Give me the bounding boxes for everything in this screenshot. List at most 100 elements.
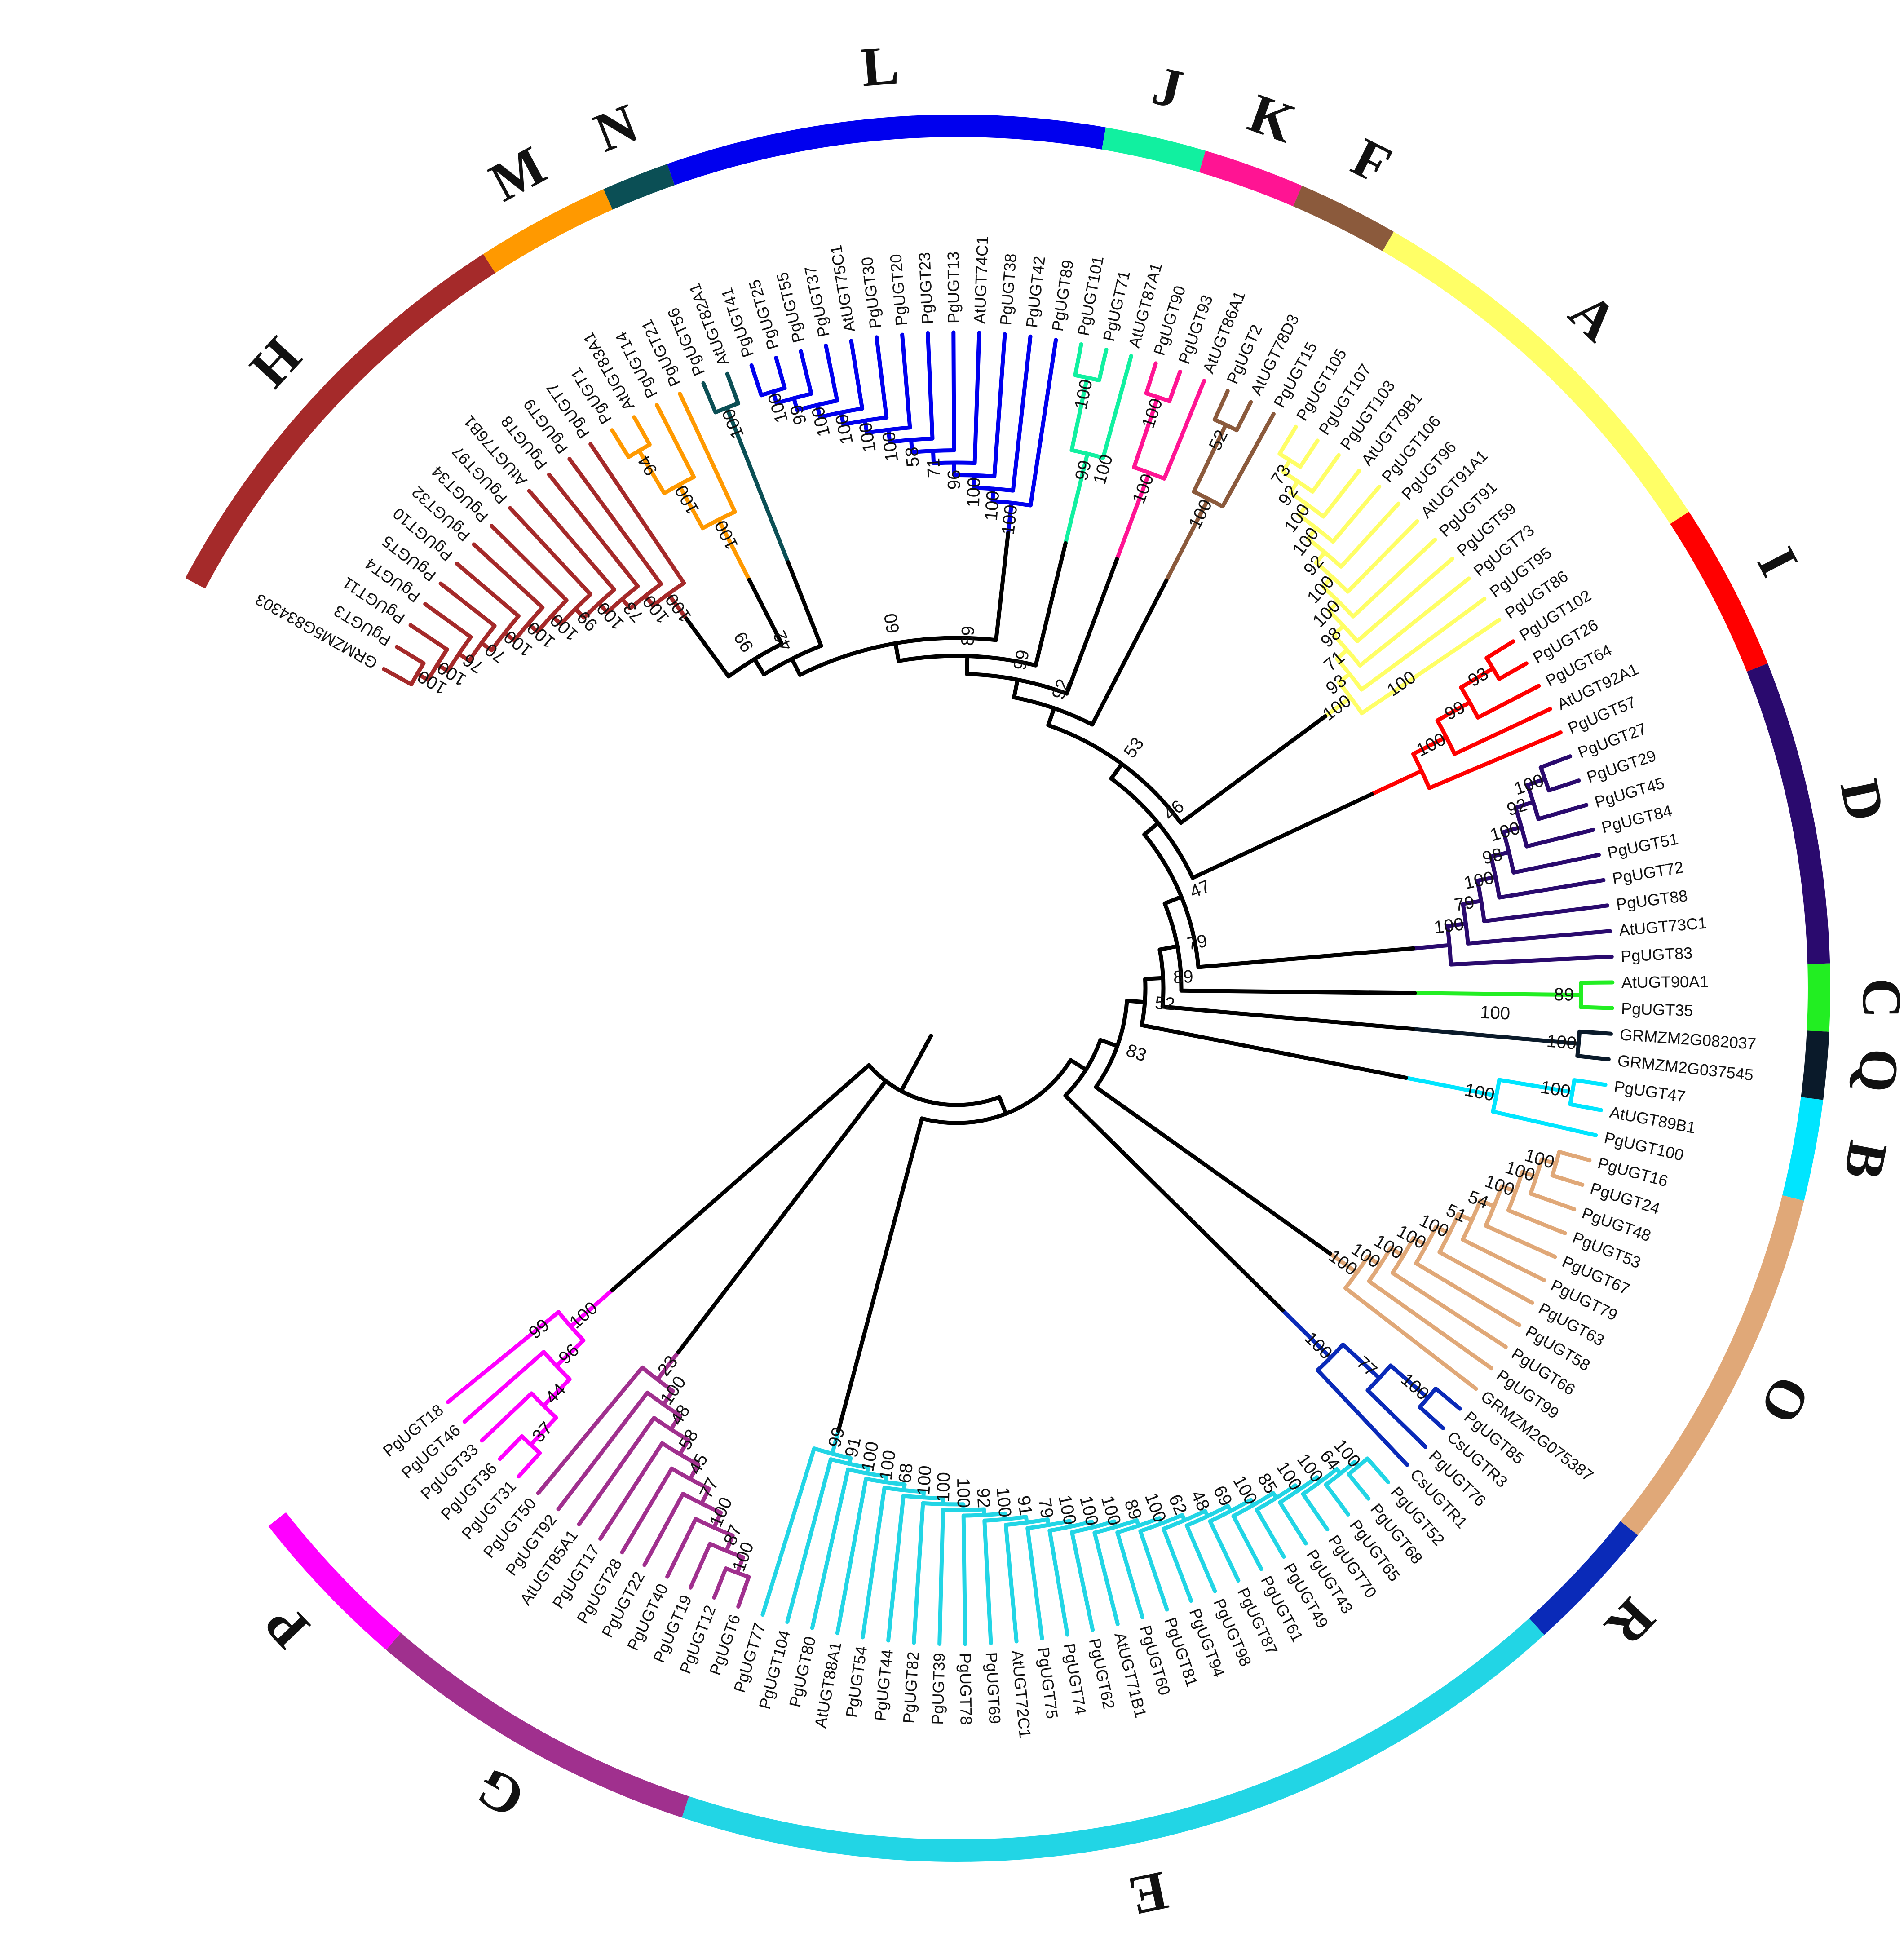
bootstrap-value: 93	[1465, 663, 1492, 691]
backbone-branch	[1196, 946, 1415, 969]
branch	[1162, 1526, 1193, 1603]
branch	[1482, 903, 1609, 924]
branch	[1335, 648, 1349, 661]
backbone-branch	[1160, 1004, 1415, 1031]
branch	[1339, 501, 1401, 569]
branch	[1484, 1224, 1557, 1259]
bootstrap-value: 98	[1480, 844, 1505, 868]
bootstrap-value: 100	[981, 490, 1003, 522]
bootstrap-value: 53	[1120, 734, 1148, 762]
branch	[1310, 453, 1341, 494]
branch	[517, 1451, 542, 1479]
branch-layer	[382, 330, 1615, 1646]
backbone-branch	[1179, 714, 1328, 825]
clade-label-o: O	[1748, 1367, 1823, 1433]
branch	[661, 1388, 675, 1406]
branch	[669, 1413, 682, 1432]
backbone-branch	[899, 1034, 933, 1093]
bootstrap-value: 99	[1441, 697, 1468, 724]
branch	[637, 448, 667, 495]
leaf-label: PgUGT37	[801, 265, 833, 339]
leaf-label: AtUGT88A1	[811, 1640, 845, 1729]
clade-ring-i	[1670, 512, 1768, 672]
branch	[1208, 1519, 1241, 1583]
branch	[1506, 1208, 1567, 1235]
branch	[1577, 1029, 1613, 1036]
branch	[1144, 361, 1158, 396]
branch	[423, 602, 473, 639]
branch	[1070, 1530, 1095, 1632]
leaf-label: PgUGT74	[1060, 1642, 1090, 1716]
backbone-branch	[836, 1116, 924, 1433]
branch	[1388, 1363, 1430, 1400]
branch	[498, 1434, 524, 1461]
branch	[508, 506, 592, 597]
bootstrap-value: 100	[1511, 770, 1546, 799]
branch	[1003, 1523, 1019, 1644]
branch	[1413, 991, 1583, 997]
branch	[902, 1482, 907, 1492]
branch	[1369, 769, 1424, 796]
branch	[573, 607, 586, 620]
branch	[1365, 1456, 1390, 1485]
leaf-label: PgUGT35	[1621, 999, 1693, 1020]
backbone-arc	[921, 1059, 1073, 1125]
branch	[1568, 1102, 1604, 1112]
branch	[1499, 1184, 1518, 1194]
branch	[1281, 1308, 1333, 1360]
bootstrap-value: 100	[832, 412, 857, 446]
backbone-branch	[1090, 579, 1168, 727]
branch	[1314, 550, 1327, 565]
leaf-label: PgUGT42	[1022, 255, 1049, 329]
branch	[547, 472, 640, 588]
backbone-branch	[994, 531, 1011, 642]
bootstrap-value: 100	[1090, 452, 1117, 486]
leaf-label: PgUGT75	[1034, 1646, 1061, 1720]
branch	[490, 524, 569, 602]
branch	[643, 594, 655, 608]
branch	[598, 1441, 664, 1541]
branch	[724, 1534, 735, 1553]
branch	[1456, 1212, 1474, 1223]
branch	[1478, 1198, 1496, 1208]
bootstrap-value: 89	[1554, 985, 1574, 1004]
branch	[666, 592, 689, 621]
branch	[678, 392, 737, 514]
bootstrap-value: 60	[880, 612, 903, 635]
branch	[1203, 1509, 1210, 1518]
branch	[1192, 423, 1228, 494]
branch	[642, 1492, 685, 1567]
bootstrap-value: 100	[879, 431, 902, 463]
branch	[1525, 777, 1547, 787]
clade-ring-p	[268, 1512, 401, 1650]
leaf-label: PgUGT72	[1611, 858, 1685, 888]
branch	[620, 1466, 674, 1555]
branch	[536, 1365, 645, 1495]
branch	[382, 667, 414, 686]
clade-label-j: J	[1147, 54, 1188, 121]
branch	[883, 1474, 888, 1484]
branch	[712, 1566, 728, 1600]
branch	[446, 1310, 561, 1404]
branch	[678, 1438, 690, 1456]
backbone-branch	[1046, 706, 1056, 727]
branch	[1278, 1500, 1308, 1546]
branch	[1414, 1261, 1522, 1327]
bootstrap-value: 100	[953, 1478, 973, 1508]
branch	[1536, 803, 1589, 821]
branch	[1449, 955, 1614, 967]
branch	[1297, 502, 1309, 517]
backbone-branch	[1142, 821, 1161, 837]
branch	[1323, 695, 1353, 718]
backbone-branch	[1162, 894, 1184, 906]
branch	[839, 410, 846, 427]
branch	[1321, 575, 1334, 589]
backbone-branch	[997, 1095, 1008, 1116]
branch	[479, 641, 494, 653]
clade-ring-l	[667, 115, 1106, 186]
bootstrap-value: 99	[1010, 648, 1033, 672]
bootstrap-value: 83	[1124, 1040, 1149, 1066]
branch	[1575, 1054, 1611, 1061]
backbone-branch	[1098, 1038, 1119, 1048]
